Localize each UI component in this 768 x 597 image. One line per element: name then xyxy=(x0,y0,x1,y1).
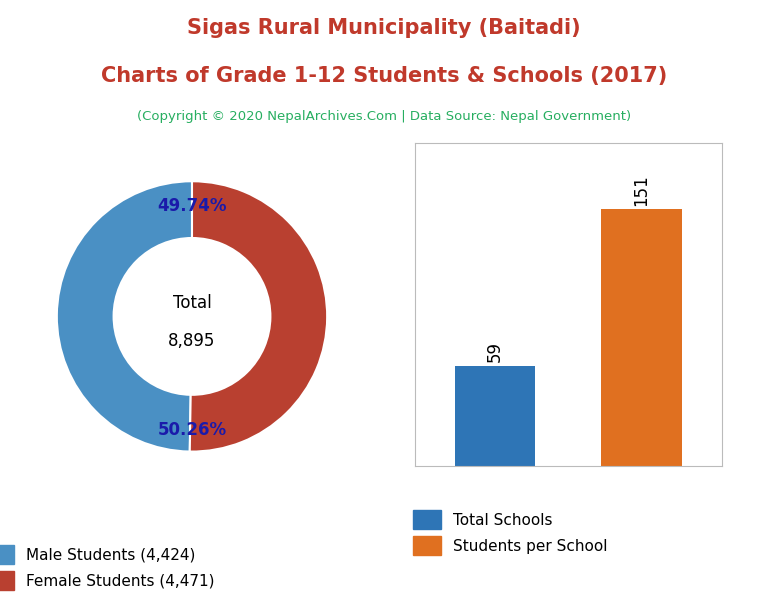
Text: 8,895: 8,895 xyxy=(168,332,216,350)
Text: Total: Total xyxy=(173,294,211,312)
Bar xyxy=(601,210,682,466)
Text: 59: 59 xyxy=(486,341,504,362)
Text: 151: 151 xyxy=(633,174,650,206)
Bar xyxy=(455,365,535,466)
Text: 50.26%: 50.26% xyxy=(157,421,227,439)
Legend: Male Students (4,424), Female Students (4,471): Male Students (4,424), Female Students (… xyxy=(0,539,220,596)
Wedge shape xyxy=(190,181,327,451)
Wedge shape xyxy=(57,181,192,451)
Legend: Total Schools, Students per School: Total Schools, Students per School xyxy=(407,504,614,561)
Text: 49.74%: 49.74% xyxy=(157,196,227,214)
Text: (Copyright © 2020 NepalArchives.Com | Data Source: Nepal Government): (Copyright © 2020 NepalArchives.Com | Da… xyxy=(137,110,631,124)
Text: Sigas Rural Municipality (Baitadi): Sigas Rural Municipality (Baitadi) xyxy=(187,18,581,38)
Text: Charts of Grade 1-12 Students & Schools (2017): Charts of Grade 1-12 Students & Schools … xyxy=(101,66,667,86)
